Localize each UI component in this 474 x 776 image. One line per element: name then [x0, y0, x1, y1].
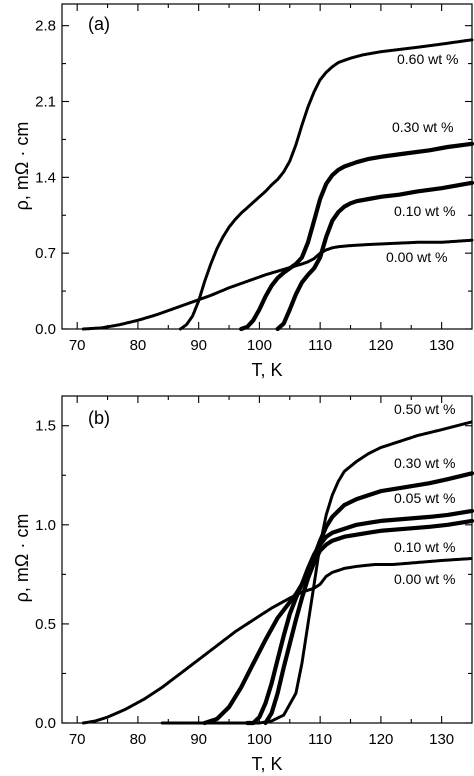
x-tick-label: 110	[308, 731, 332, 748]
x-tick-label: 100	[247, 337, 272, 354]
series-line	[160, 420, 474, 725]
y-axis-label: ρ, mΩ · cm	[12, 514, 32, 603]
y-tick-label: 1.4	[35, 169, 56, 186]
y-tick-label: 0.0	[35, 321, 56, 338]
x-tick-label: 130	[429, 337, 454, 354]
series-label: 0.00 wt %	[394, 571, 455, 587]
y-tick-label: 1.5	[35, 418, 56, 435]
series-label: 0.05 wt %	[394, 490, 455, 506]
series-label: 0.60 wt %	[397, 51, 458, 67]
y-tick-label: 1.0	[35, 517, 56, 534]
series-line	[202, 471, 474, 726]
x-tick-label: 90	[190, 337, 207, 354]
panel-tag: (a)	[88, 14, 110, 34]
y-tick-label: 2.8	[35, 18, 56, 35]
panel-b: 70 80 90 100 110 120 130 0.0 0.5 1.0 1.5 0.50 wt % 0…	[12, 395, 474, 774]
series-line	[81, 238, 474, 331]
y-tick-label: 0.5	[35, 616, 56, 633]
x-axis-label: T, K	[251, 754, 282, 774]
series-line	[178, 38, 474, 331]
series-label: 0.00 wt %	[386, 249, 447, 265]
x-tick-label: 120	[368, 337, 393, 354]
series-line	[239, 141, 474, 332]
x-tick-label: 80	[130, 731, 147, 748]
plot-frame	[61, 395, 473, 724]
y-tick-label: 2.1	[35, 94, 56, 111]
series-line	[263, 518, 474, 726]
series-label: 0.30 wt %	[394, 455, 455, 471]
y-tick-label: 0.7	[35, 245, 56, 262]
x-tick-label: 80	[130, 337, 147, 354]
series-label: 0.30 wt %	[392, 119, 453, 135]
x-tick-label: 110	[308, 337, 332, 354]
series-line	[81, 557, 474, 725]
y-tick-label: 0.0	[35, 715, 56, 732]
x-tick-label: 130	[429, 731, 454, 748]
series-label: 0.10 wt %	[394, 203, 455, 219]
panel-tag: (b)	[88, 408, 110, 428]
x-tick-label: 70	[69, 731, 86, 748]
x-axis-label: T, K	[251, 360, 282, 380]
x-tick-label: 100	[247, 731, 272, 748]
plot-frame	[61, 3, 473, 330]
x-tick-label: 90	[190, 731, 207, 748]
panel-a: 70 80 90 100 110 120 130 0.0 0.7 1.4 2.1 2.8 0.60 wt…	[12, 3, 474, 380]
series-label: 0.50 wt %	[394, 401, 455, 417]
y-axis-label: ρ, mΩ · cm	[12, 122, 32, 211]
series-line	[245, 508, 474, 726]
series-label: 0.10 wt %	[394, 539, 455, 555]
x-tick-label: 70	[69, 337, 86, 354]
series-line	[275, 180, 474, 332]
x-tick-label: 120	[368, 731, 393, 748]
